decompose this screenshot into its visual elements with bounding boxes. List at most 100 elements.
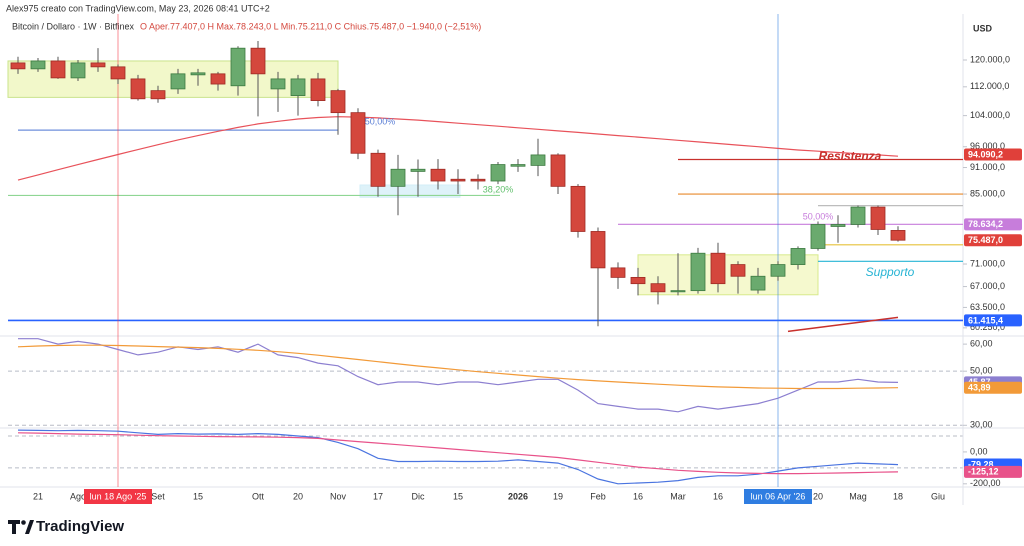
indicator-line <box>18 338 899 413</box>
candle-body <box>710 252 726 285</box>
x-tick-label: 18 <box>893 491 903 501</box>
candle-body <box>850 206 866 225</box>
candle-body <box>350 112 366 154</box>
price-tag <box>964 218 1022 231</box>
price-tag-label: 61.415,4 <box>968 315 1003 325</box>
price-tag <box>964 381 1022 394</box>
candle-body <box>670 290 686 293</box>
date-tag-label: lun 18 Ago '25 <box>90 491 147 501</box>
x-tick-label: Feb <box>590 491 606 501</box>
candle-body <box>470 178 486 182</box>
candle-body <box>410 168 426 172</box>
candle-body <box>250 47 266 75</box>
x-tick-label: Giu <box>931 491 945 501</box>
y-tick-label: 0,00 <box>970 446 988 456</box>
logo <box>8 520 34 534</box>
candle-body <box>270 78 286 90</box>
date-tag-label: lun 06 Apr '26 <box>751 491 806 501</box>
y-tick-label: 85.000,0 <box>970 188 1005 198</box>
price-tag <box>964 314 1022 327</box>
price-tag <box>964 465 1022 478</box>
candle-body <box>490 164 506 182</box>
ohlc: O Aper.77.407,0 H Max.78.243,0 L Min.75.… <box>140 21 481 31</box>
price-tag-label: -79,28 <box>968 459 994 469</box>
y-tick-label: 120.000,0 <box>970 54 1010 64</box>
candle-body <box>10 62 26 70</box>
x-tick-label: 15 <box>453 491 463 501</box>
author-line: Alex975 creato con TradingView.com, May … <box>6 3 270 13</box>
trendline <box>787 316 899 333</box>
candle-body <box>130 78 146 100</box>
x-tick-label: 21 <box>33 491 43 501</box>
annotation: 50,00% <box>365 116 396 126</box>
candle-body <box>330 90 346 114</box>
candle-body <box>230 47 246 87</box>
candle-body <box>830 224 846 227</box>
candle-body <box>70 62 86 79</box>
y-tick-label: 60,00 <box>970 338 993 348</box>
indicator-line <box>17 344 899 390</box>
candle-body <box>510 164 526 167</box>
symbol: Bitcoin / Dollaro · 1W · Bitfinex <box>12 21 135 31</box>
candle-body <box>30 60 46 70</box>
candle-body <box>890 230 906 241</box>
price-tag <box>964 234 1022 247</box>
x-tick-label: Mar <box>670 491 686 501</box>
candle-body <box>370 152 386 187</box>
indicator-line <box>17 429 899 485</box>
y-tick-label: 50,00 <box>970 366 993 376</box>
x-tick-label: 16 <box>633 491 643 501</box>
y-tick-label: 104.000,0 <box>970 110 1010 120</box>
candle-body <box>390 168 406 187</box>
candle-body <box>50 60 66 79</box>
y-tick-label: -200,00 <box>970 478 1001 488</box>
candle-body <box>730 264 746 277</box>
y-tick-label: 60.250,0 <box>970 322 1005 332</box>
x-tick-label: Ago <box>70 491 86 501</box>
candle-body <box>450 178 466 182</box>
price-tag-label: 78.634,2 <box>968 219 1003 229</box>
candle-body <box>210 73 226 85</box>
annotation: Supporto <box>866 265 915 279</box>
y-tick-label: 67.000,0 <box>970 281 1005 291</box>
indicator-line <box>17 432 899 475</box>
candle-body <box>750 275 766 291</box>
x-tick-label: Set <box>151 491 165 501</box>
x-tick-label: 15 <box>193 491 203 501</box>
price-tag-label: -125,12 <box>968 467 999 477</box>
candle-body <box>770 264 786 277</box>
brand: TradingView <box>36 518 124 535</box>
x-tick-label: 16 <box>713 491 723 501</box>
candle-body <box>190 72 206 76</box>
candle-body <box>570 185 586 232</box>
x-tick-label: Mag <box>849 491 867 501</box>
x-tick-label: 20 <box>293 491 303 501</box>
price-tag-label: 94.090,2 <box>968 149 1003 159</box>
y-tick-label: 91.000,0 <box>970 162 1005 172</box>
y-tick-label: 71.000,0 <box>970 258 1005 268</box>
candle-body <box>430 168 446 182</box>
annotation: 38,20% <box>483 184 514 194</box>
x-tick-label: 20 <box>813 491 823 501</box>
x-tick-label: 2026 <box>508 491 528 501</box>
candle-body <box>90 62 106 68</box>
candle-body <box>690 252 706 292</box>
currency: USD <box>973 23 993 33</box>
indicator-line <box>17 116 899 181</box>
y-tick-label: 30,00 <box>970 420 993 430</box>
candle-body <box>790 248 806 265</box>
candle-body <box>290 78 306 96</box>
zone <box>637 254 819 296</box>
candle-body <box>810 224 826 249</box>
x-tick-label: Nov <box>330 491 347 501</box>
candle-body <box>150 90 166 100</box>
price-tag <box>964 148 1022 161</box>
x-tick-label: Dic <box>412 491 425 501</box>
x-tick-label: Ott <box>252 491 265 501</box>
candle-body <box>170 73 186 90</box>
candle-body <box>550 154 566 187</box>
candle-body <box>590 231 606 269</box>
candle-body <box>310 78 326 101</box>
date-tag <box>84 489 152 504</box>
